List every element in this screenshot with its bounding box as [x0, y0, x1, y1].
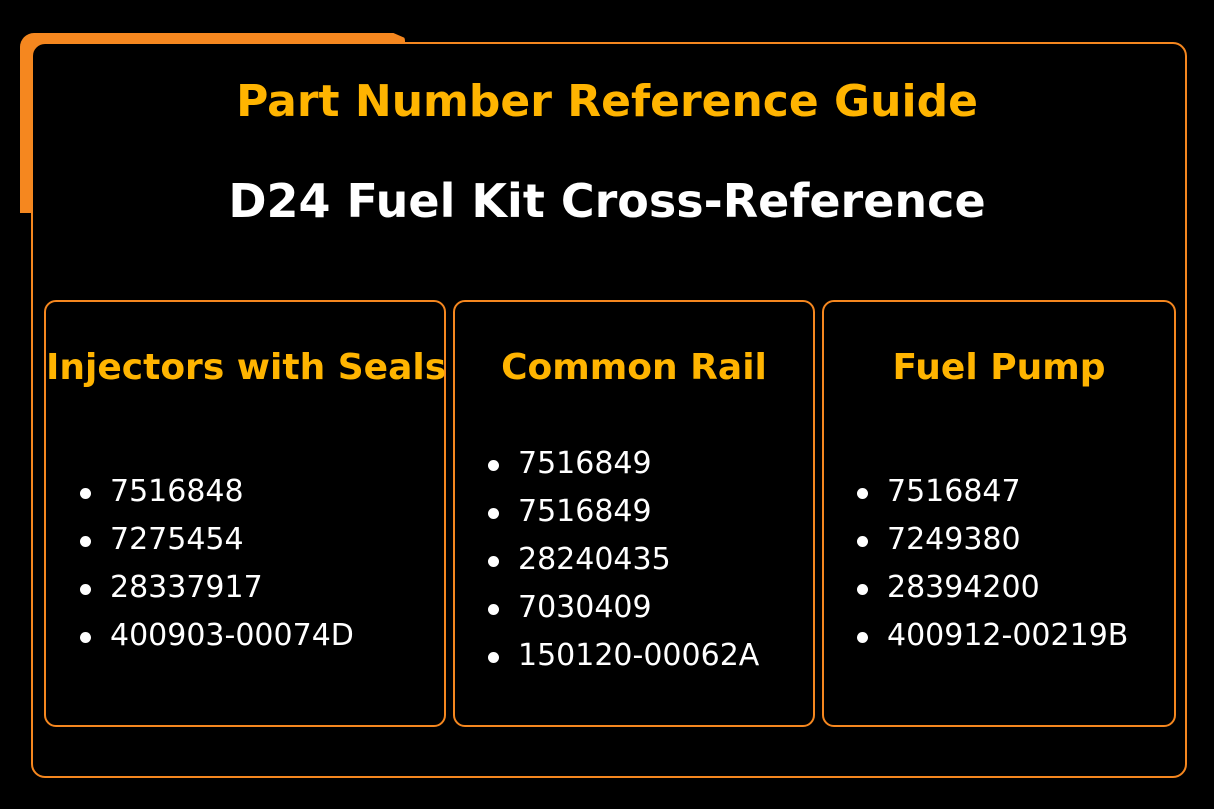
list-item: 7516849 [487, 440, 759, 488]
card-fuel-pump: Fuel Pump 7516847 7249380 28394200 40091… [822, 300, 1176, 727]
list-item: 28240435 [487, 536, 759, 584]
list-item: 7249380 [856, 516, 1128, 564]
card-title: Injectors with Seals [46, 347, 447, 388]
list-item: 7516849 [487, 488, 759, 536]
outer-frame [31, 42, 1187, 778]
list-item: 7275454 [80, 516, 354, 564]
list-item: 7516847 [856, 468, 1128, 516]
card-common-rail: Common Rail 7516849 7516849 28240435 703… [453, 300, 815, 727]
page-title: Part Number Reference Guide [236, 76, 978, 127]
card-title: Fuel Pump [892, 347, 1106, 388]
folder-tab-mask [32, 44, 432, 244]
list-item: 400903-00074D [80, 612, 354, 660]
part-list: 7516848 7275454 28337917 400903-00074D [46, 468, 354, 660]
list-item: 28394200 [856, 564, 1128, 612]
part-list: 7516849 7516849 28240435 7030409 150120-… [455, 440, 759, 680]
list-item: 7516848 [80, 468, 354, 516]
part-list: 7516847 7249380 28394200 400912-00219B [824, 468, 1128, 660]
list-item: 150120-00062A [487, 632, 759, 680]
list-item: 400912-00219B [856, 612, 1128, 660]
card-injectors: Injectors with Seals 7516848 7275454 283… [44, 300, 446, 727]
card-title: Common Rail [501, 347, 767, 388]
page-subtitle: D24 Fuel Kit Cross-Reference [228, 174, 986, 228]
list-item: 28337917 [80, 564, 354, 612]
list-item: 7030409 [487, 584, 759, 632]
